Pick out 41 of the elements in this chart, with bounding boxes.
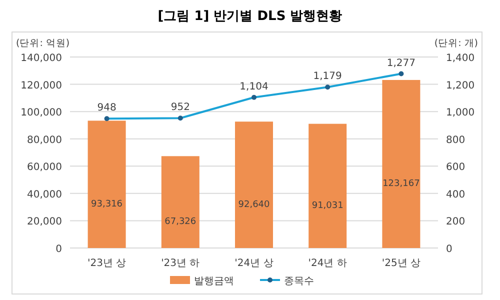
x-tick-label: '24년 상 (234, 258, 274, 269)
data-label: 1,179 (313, 71, 342, 82)
y2-axis-title: (단위: 개) (434, 38, 478, 49)
y-tick-label: 0 (56, 244, 62, 255)
y2-tick-label: 1,200 (446, 80, 475, 92)
y2-tick-label: 800 (446, 134, 466, 146)
data-label: 123,167 (382, 178, 420, 189)
y-tick-label: 140,000 (20, 53, 62, 64)
data-label: 1,104 (240, 81, 268, 92)
bar (88, 120, 126, 248)
data-label: 1,277 (386, 58, 416, 69)
legend-label: 종목수 (284, 276, 314, 287)
y2-tick-label: 200 (446, 216, 466, 228)
x-tick-label: '23년 하 (161, 258, 200, 269)
y-axis-title: (단위: 억원) (16, 38, 70, 49)
y2-tick-label: 0 (446, 244, 452, 255)
x-tick-label: '25년 상 (382, 258, 421, 269)
bar (382, 80, 420, 248)
data-label: 91,031 (312, 200, 344, 211)
y-tick-label: 20,000 (27, 216, 62, 228)
y2-tick-label: 1,000 (446, 108, 475, 119)
data-label: 92,640 (238, 200, 270, 210)
bar (235, 122, 273, 248)
data-label: 67,326 (164, 217, 196, 228)
y-tick-label: 80,000 (27, 134, 62, 146)
x-tick-label: '23년 상 (87, 258, 126, 269)
y2-tick-label: 400 (446, 189, 466, 200)
y-tick-label: 60,000 (27, 162, 62, 174)
y-tick-label: 100,000 (20, 108, 62, 119)
y2-tick-label: 1,400 (446, 53, 475, 64)
bar (161, 156, 200, 248)
y-tick-label: 40,000 (27, 189, 62, 200)
data-label: 952 (170, 102, 190, 114)
data-label: 948 (97, 102, 116, 114)
bar (308, 124, 347, 248)
data-label: 93,316 (91, 199, 123, 210)
y2-tick-label: 600 (446, 162, 466, 174)
chart-title: [그림 1] 반기별 DLS 발행현황 (158, 9, 342, 24)
legend-label: 발행금액 (194, 276, 234, 287)
x-tick-label: '24년 하 (308, 258, 347, 269)
y-tick-label: 120,000 (20, 80, 62, 92)
